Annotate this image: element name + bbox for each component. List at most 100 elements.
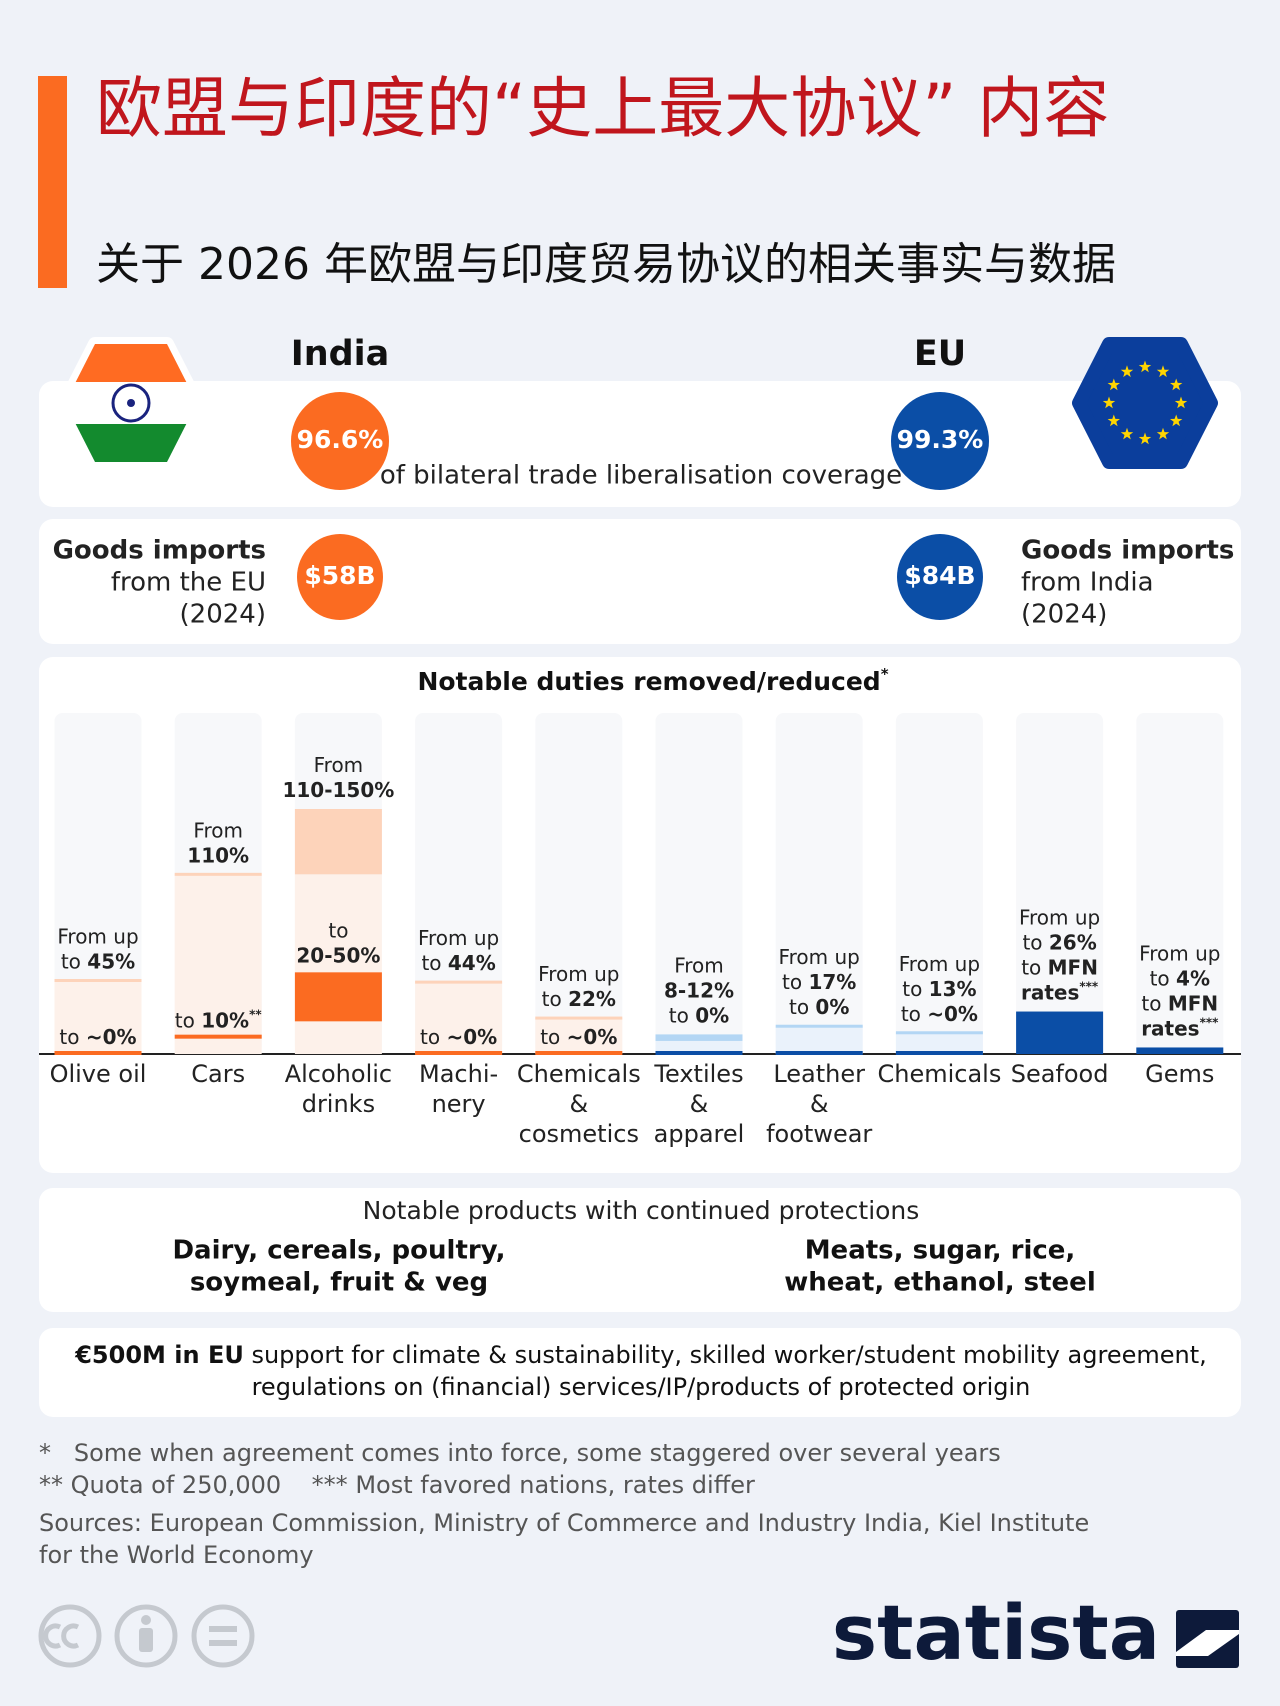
column xyxy=(655,713,743,1054)
to-line xyxy=(415,1051,503,1055)
duty-label: to ~0% xyxy=(420,1025,497,1049)
coverage-caption: of bilateral trade liberalisation covera… xyxy=(380,461,902,491)
bar xyxy=(415,982,503,1054)
column xyxy=(415,713,503,1054)
duty-label: 8-12% xyxy=(664,978,734,1002)
star xyxy=(1156,365,1170,378)
duty-label-part: MFN xyxy=(1048,955,1098,979)
icon-nd xyxy=(191,1604,255,1668)
duty-label-part: 22% xyxy=(568,987,616,1011)
duty-label-part: rates xyxy=(1141,1016,1199,1040)
badge xyxy=(297,534,383,620)
star xyxy=(1107,378,1120,391)
section-title-part: * xyxy=(881,665,889,683)
accent-bar xyxy=(38,76,67,288)
duty-label-part: to xyxy=(542,987,568,1011)
chakra-hub xyxy=(127,399,135,407)
bar xyxy=(895,1032,983,1054)
subtitle: 关于 2026 年欧盟与印度贸易协议的相关事实与数据 xyxy=(96,239,1116,290)
duty-label-part: to xyxy=(669,1003,695,1027)
duty-label-part: ~0% xyxy=(446,1025,497,1049)
duty-label: 110% xyxy=(187,843,249,867)
duty-label-part: From up xyxy=(418,926,499,950)
footnote: Sources: European Commission, Ministry o… xyxy=(39,1509,1089,1537)
category-label: Gems xyxy=(1145,1060,1214,1088)
category-label: Alcoholic xyxy=(285,1060,392,1088)
protected-products: Dairy, cereals, poultry, xyxy=(172,1236,505,1266)
country-label: EU xyxy=(914,334,966,374)
category-label: & xyxy=(569,1090,588,1118)
duty-label-part: to xyxy=(59,1025,85,1049)
duty-label-part: 110% xyxy=(187,843,249,867)
duty-label: to 17% xyxy=(782,970,856,994)
column xyxy=(775,713,863,1054)
card xyxy=(39,1188,1241,1312)
duty-label-part: 44% xyxy=(448,951,496,975)
from-line xyxy=(415,980,503,984)
bar xyxy=(655,1040,743,1054)
category-label: cosmetics xyxy=(519,1120,639,1148)
bar xyxy=(294,874,382,1054)
card xyxy=(39,1328,1241,1417)
support-text-part: support for climate & sustainability, sk… xyxy=(244,1341,1207,1369)
duty-label-part: 0% xyxy=(815,995,849,1019)
duty-label: From up xyxy=(538,962,619,986)
duty-label-part: to xyxy=(1150,966,1176,990)
category-label: Leather xyxy=(773,1060,865,1088)
category-label: nery xyxy=(432,1090,486,1118)
duty-label: 110-150% xyxy=(282,778,394,802)
title: 欧盟与印度的“史上最大协议” 内容 xyxy=(96,70,1109,147)
footnote: ** Quota of 250,000 *** Most favored nat… xyxy=(39,1471,755,1499)
imports-label: (2024) xyxy=(180,600,266,630)
bar xyxy=(1016,1011,1104,1054)
duty-label-part: to xyxy=(61,949,87,973)
bar xyxy=(535,1018,623,1054)
duty-label-part: ~0% xyxy=(86,1025,137,1049)
category-label: drinks xyxy=(302,1090,375,1118)
category-label: Cars xyxy=(191,1060,245,1088)
imports-value: $84B xyxy=(904,561,975,590)
range-band xyxy=(655,1034,743,1041)
duty-label: From up xyxy=(418,926,499,950)
icon-cc-mark xyxy=(43,1623,80,1649)
duty-label-part: From xyxy=(674,953,724,977)
duty-label-part: ~0% xyxy=(927,1001,978,1025)
duty-label-part: to xyxy=(175,1008,201,1032)
duty-label: to 13% xyxy=(902,976,976,1000)
from-line xyxy=(895,1031,983,1035)
duty-label-part: ** xyxy=(249,1007,262,1021)
duty-label-part: 10% xyxy=(201,1008,249,1032)
star xyxy=(1170,414,1183,427)
protected-products: Meats, sugar, rice, xyxy=(805,1236,1076,1266)
duty-label: From xyxy=(193,818,243,842)
duty-label: to 0% xyxy=(789,995,849,1019)
category-label: apparel xyxy=(654,1120,745,1148)
column xyxy=(535,713,623,1054)
protected-products: wheat, ethanol, steel xyxy=(784,1268,1095,1298)
icon-by-head xyxy=(141,1615,151,1625)
duty-label-part: to xyxy=(420,1025,446,1049)
india-flag xyxy=(58,337,204,469)
from-line xyxy=(535,1016,623,1020)
footnote: for the World Economy xyxy=(39,1541,314,1569)
category-label: Chemicals xyxy=(517,1060,641,1088)
duty-label-part: to xyxy=(421,951,447,975)
range-band xyxy=(294,809,382,875)
duty-label: 20-50% xyxy=(296,943,380,967)
flag-body xyxy=(1072,337,1218,469)
country-label: India xyxy=(291,334,390,374)
imports-label: from India xyxy=(1021,568,1154,598)
duty-label-part: to xyxy=(782,970,808,994)
category-label: & xyxy=(810,1090,829,1118)
icon-by-body xyxy=(139,1628,153,1652)
duty-label: to 22% xyxy=(542,987,616,1011)
support-text-part: €500M in EU xyxy=(74,1341,244,1369)
duty-label-part: to xyxy=(902,976,928,1000)
duty-label-part: MFN xyxy=(1168,991,1218,1015)
to-band xyxy=(294,972,382,1022)
star xyxy=(1102,396,1116,409)
category-label: Textiles xyxy=(653,1060,743,1088)
to-line xyxy=(655,1051,743,1055)
support-text: €500M in EU support for climate & sustai… xyxy=(74,1341,1207,1369)
